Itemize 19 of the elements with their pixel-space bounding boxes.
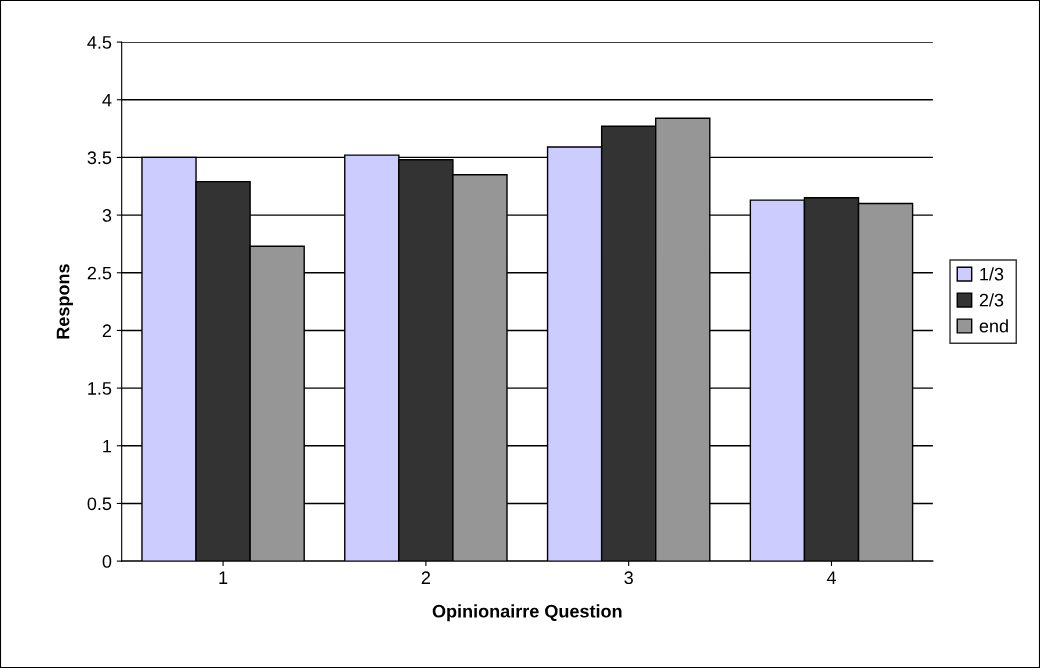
y-tick-label: 2.5	[87, 266, 112, 280]
x-tick-label: 4	[826, 571, 836, 584]
legend-label: end	[979, 319, 1008, 333]
y-tick-label: 4.5	[87, 36, 112, 49]
y-tick-label: 3	[102, 209, 112, 222]
x-tick-label: 2	[421, 571, 430, 584]
y-tick-label: 2	[102, 324, 112, 337]
y-tick-label: 3.5	[87, 151, 112, 165]
y-tick-label: 1	[103, 439, 112, 453]
legend-label: 1/3	[980, 267, 1004, 281]
x-axis-title: Opinionairre Question	[432, 604, 622, 622]
x-tick-label: 1	[219, 571, 228, 584]
y-tick-label: 0.5	[87, 497, 112, 511]
x-tick-label: 3	[624, 571, 633, 585]
legend-label: 2/3	[979, 293, 1004, 307]
y-axis-title: Respons	[56, 264, 73, 339]
y-tick-label: 0	[102, 555, 112, 568]
y-tick-label: 1.5	[88, 382, 112, 395]
y-tick-label: 4	[102, 93, 112, 107]
